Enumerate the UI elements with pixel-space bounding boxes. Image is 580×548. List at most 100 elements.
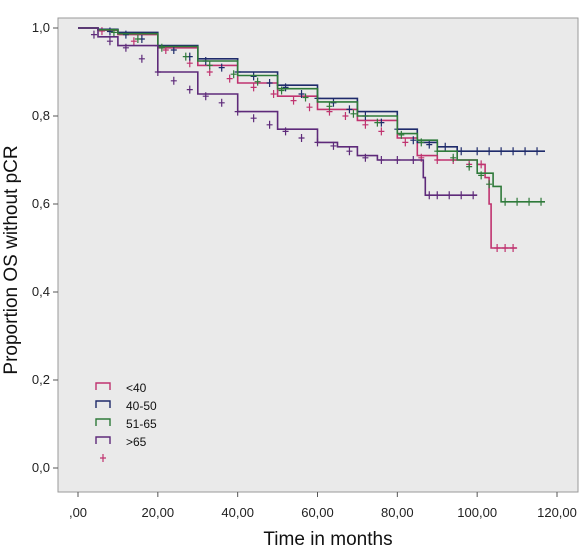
- censor-mark: [106, 37, 113, 46]
- censor-mark: [314, 138, 321, 147]
- censor-mark: [202, 92, 209, 101]
- legend-label: <40: [126, 381, 147, 395]
- legend-swatch: [95, 382, 111, 390]
- censor-mark: [470, 191, 477, 200]
- censor-mark: [346, 105, 353, 114]
- x-axis: ,00 20,00 40,00 60,00 80,00 100,00 120,00: [69, 492, 577, 520]
- censor-mark: [282, 83, 289, 92]
- censor-mark: [122, 43, 129, 52]
- censor-mark: [510, 147, 517, 156]
- x-tick-label: 60,00: [301, 505, 334, 520]
- censor-mark: [162, 46, 169, 54]
- censor-mark: [526, 197, 533, 206]
- censor-mark: [342, 112, 349, 120]
- censor-mark: [346, 147, 353, 156]
- censor-mark: [254, 77, 261, 86]
- censor-mark: [302, 93, 309, 102]
- x-tick-label: 120,00: [537, 505, 577, 520]
- censor-mark: [154, 68, 161, 76]
- censor-mark: [538, 197, 545, 206]
- x-tick-label: 100,00: [457, 505, 497, 520]
- censor-mark: [206, 61, 213, 70]
- legend-label: 40-50: [126, 399, 157, 413]
- censor-mark: [442, 142, 449, 151]
- y-tick-label: 1,0: [32, 20, 50, 35]
- series-4: [78, 27, 478, 200]
- censor-mark: [330, 98, 337, 107]
- censor-mark: [250, 114, 257, 123]
- censor-mark: [478, 160, 485, 169]
- censor-mark: [434, 156, 441, 164]
- x-tick-label: 20,00: [142, 505, 175, 520]
- censor-mark: [362, 120, 369, 129]
- x-tick-label: 80,00: [381, 505, 414, 520]
- censor-mark: [410, 136, 417, 145]
- censor-mark: [502, 244, 509, 252]
- censor-mark: [446, 191, 453, 200]
- censor-mark: [186, 85, 193, 94]
- censor-mark: [158, 43, 165, 52]
- censor-mark: [402, 138, 409, 147]
- censor-mark: [250, 72, 257, 81]
- censor-mark: [266, 79, 273, 87]
- censor-mark: [234, 107, 241, 116]
- y-tick-label: 0,0: [32, 460, 50, 475]
- legend-label: 51-65: [126, 417, 157, 431]
- censor-mark: [362, 153, 369, 162]
- censor-mark: [278, 86, 285, 95]
- legend-swatch: [95, 436, 111, 444]
- censor-mark: [522, 147, 529, 156]
- censor-mark: [426, 191, 433, 200]
- y-tick-label: 0,6: [32, 196, 50, 211]
- censor-mark: [398, 130, 405, 139]
- censor-mark: [466, 162, 473, 171]
- censor-mark: [378, 156, 385, 164]
- censor-mark: [418, 138, 425, 147]
- legend-swatch: [95, 400, 111, 408]
- censor-mark: [486, 147, 493, 156]
- censor-mark: [458, 147, 465, 156]
- censor-mark: [170, 76, 177, 85]
- censor-mark: [226, 74, 233, 83]
- y-tick-label: 0,8: [32, 108, 50, 123]
- censor-mark: [330, 141, 337, 150]
- censor-mark: [230, 70, 237, 79]
- y-tick-label: 0,2: [32, 372, 50, 387]
- survival-curve: [78, 27, 545, 152]
- censor-mark: [218, 63, 225, 72]
- censor-mark: [494, 244, 501, 252]
- censor-mark: [98, 27, 105, 36]
- censor-mark: [486, 180, 493, 189]
- censor-mark: [394, 156, 401, 164]
- legend-item: 51-65: [95, 417, 157, 431]
- censor-mark: [290, 96, 297, 105]
- censor-mark: [270, 90, 277, 98]
- censor-mark: [298, 134, 305, 142]
- censor-mark: [478, 171, 485, 180]
- censor-mark: [170, 46, 177, 54]
- legend-label: >65: [126, 435, 147, 449]
- censor-mark: [326, 102, 333, 111]
- censor-mark: [138, 54, 145, 63]
- censor-mark: [502, 197, 509, 206]
- legend-item: 40-50: [95, 399, 157, 413]
- censor-mark: [410, 156, 417, 164]
- x-tick-label: 40,00: [221, 505, 254, 520]
- censor-mark: [474, 147, 481, 156]
- legend-censor-mark: [100, 454, 106, 462]
- censor-mark: [534, 147, 541, 156]
- censor-mark: [218, 98, 225, 107]
- censor-mark: [134, 35, 141, 43]
- survival-curve: [78, 27, 545, 203]
- legend-item: >65: [95, 435, 147, 449]
- legend: <40 40-50 51-65 >65: [95, 381, 157, 462]
- censor-mark: [130, 37, 137, 46]
- censor-mark: [514, 197, 521, 206]
- x-axis-title: Time in months: [263, 529, 392, 548]
- legend-swatch: [95, 418, 111, 426]
- censor-mark: [250, 83, 257, 92]
- censor-mark: [90, 30, 97, 39]
- censor-mark: [434, 147, 441, 156]
- censor-mark: [110, 28, 117, 37]
- censor-mark: [510, 244, 517, 252]
